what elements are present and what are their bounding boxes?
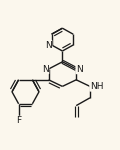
Text: N: N bbox=[76, 64, 83, 74]
Text: F: F bbox=[16, 116, 21, 125]
Text: N: N bbox=[42, 64, 49, 74]
Text: N: N bbox=[45, 40, 52, 50]
Text: NH: NH bbox=[90, 82, 103, 91]
